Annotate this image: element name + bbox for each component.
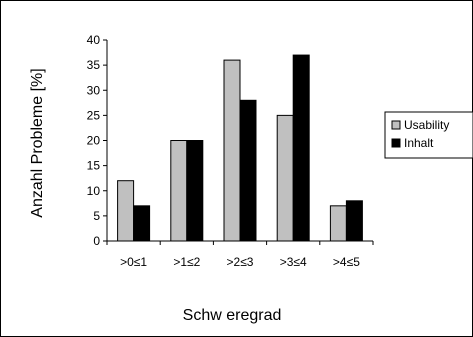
bar-usability-1	[117, 180, 135, 242]
y-tick-label: 35	[87, 58, 101, 72]
bar-inhalt-5	[345, 200, 363, 242]
y-tick-label: 25	[87, 108, 101, 122]
bar-inhalt-4	[292, 54, 310, 242]
legend-box	[384, 111, 473, 159]
y-tick-label: 5	[93, 209, 100, 223]
y-tick-label: 30	[87, 83, 101, 97]
y-tick-label: 0	[93, 234, 100, 248]
y-axis: 0 5 10 15 20 25 30 35 40	[87, 33, 108, 248]
legend-swatch-inhalt	[391, 138, 401, 148]
bar-usability-4	[276, 114, 294, 242]
bar-usability-3	[223, 59, 241, 242]
bars	[117, 54, 363, 242]
x-tick-label: >4≤5	[333, 255, 360, 269]
x-tick-label: >0≤1	[120, 255, 147, 269]
bar-inhalt-1	[133, 205, 151, 242]
bar-inhalt-3	[239, 99, 257, 242]
x-axis-label: Schw eregrad	[183, 307, 282, 324]
legend-label-usability: Usability	[404, 118, 449, 132]
plot-area: 0 5 10 15 20 25 30 35 40 >0≤1 >1≤2 >2≤3 >3≤4 >4≤5	[87, 33, 374, 269]
x-tick-label: >2≤3	[227, 255, 254, 269]
y-axis-label: Anzahl Probleme [%]	[29, 68, 46, 217]
x-tick-label: >1≤2	[173, 255, 200, 269]
legend-swatch-usability	[391, 120, 401, 130]
bar-inhalt-2	[186, 140, 204, 242]
y-tick-label: 40	[87, 33, 101, 47]
x-axis: >0≤1 >1≤2 >2≤3 >3≤4 >4≤5	[106, 240, 374, 269]
x-tick-label: >3≤4	[280, 255, 307, 269]
y-tick-label: 20	[87, 134, 101, 148]
legend: Usability Inhalt	[384, 111, 473, 159]
y-tick-label: 10	[87, 184, 101, 198]
bar-usability-2	[170, 140, 188, 242]
bar-usability-5	[329, 205, 347, 242]
y-tick-label: 15	[87, 159, 101, 173]
legend-label-inhalt: Inhalt	[404, 136, 434, 150]
